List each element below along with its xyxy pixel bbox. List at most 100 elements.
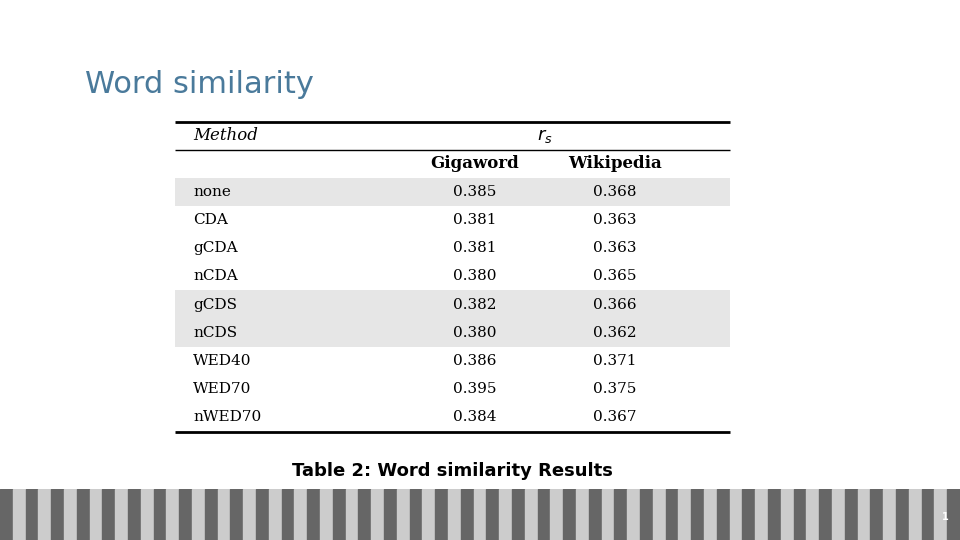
Text: Word similarity: Word similarity (85, 70, 314, 99)
Bar (346, 489, 358, 540)
Bar (12, 489, 26, 540)
Bar (640, 489, 653, 540)
Text: nWED70: nWED70 (193, 410, 261, 424)
Bar (871, 489, 883, 540)
Bar (512, 489, 525, 540)
Bar (691, 489, 704, 540)
Bar (665, 489, 679, 540)
Bar (269, 489, 281, 540)
Bar (794, 489, 806, 540)
Bar (627, 489, 640, 540)
Bar (934, 489, 948, 540)
Text: 1: 1 (942, 512, 948, 522)
Bar (175, 319, 730, 347)
Text: nCDA: nCDA (193, 269, 238, 284)
Bar (525, 489, 538, 540)
Bar (832, 489, 845, 540)
Bar (51, 489, 64, 540)
Bar (358, 489, 372, 540)
Text: Wikipedia: Wikipedia (568, 155, 661, 172)
Text: 0.381: 0.381 (453, 213, 496, 227)
Text: $r_s$: $r_s$ (538, 126, 553, 145)
Bar (602, 489, 614, 540)
Bar (320, 489, 333, 540)
Bar (0, 489, 12, 540)
Bar (948, 489, 960, 540)
Text: 0.366: 0.366 (593, 298, 636, 312)
Text: WED40: WED40 (193, 354, 252, 368)
Bar (730, 489, 742, 540)
Bar (538, 489, 550, 540)
Bar (588, 489, 602, 540)
Text: 0.367: 0.367 (593, 410, 636, 424)
Bar (564, 489, 576, 540)
Text: 0.375: 0.375 (593, 382, 636, 396)
Bar (175, 178, 730, 206)
Bar (461, 489, 473, 540)
Bar (742, 489, 756, 540)
Bar (780, 489, 794, 540)
Bar (768, 489, 780, 540)
Bar (38, 489, 51, 540)
Bar (192, 489, 204, 540)
Bar (281, 489, 295, 540)
Text: 0.384: 0.384 (453, 410, 496, 424)
Text: 0.365: 0.365 (593, 269, 636, 284)
Bar (204, 489, 218, 540)
Text: 0.380: 0.380 (453, 326, 496, 340)
Text: 0.380: 0.380 (453, 269, 496, 284)
Bar (756, 489, 768, 540)
Bar (333, 489, 346, 540)
Bar (550, 489, 564, 540)
Bar (576, 489, 588, 540)
Bar (704, 489, 717, 540)
Text: none: none (193, 185, 230, 199)
Bar (141, 489, 154, 540)
Text: WED70: WED70 (193, 382, 252, 396)
Bar (473, 489, 487, 540)
Bar (410, 489, 422, 540)
Bar (653, 489, 665, 540)
Bar (487, 489, 499, 540)
Bar (909, 489, 922, 540)
Bar (256, 489, 269, 540)
Bar (115, 489, 128, 540)
Text: gCDS: gCDS (193, 298, 237, 312)
Text: Table 2: Word similarity Results: Table 2: Word similarity Results (292, 462, 612, 480)
Bar (154, 489, 166, 540)
Text: 0.363: 0.363 (593, 241, 636, 255)
Bar (243, 489, 256, 540)
Bar (372, 489, 384, 540)
Bar (806, 489, 819, 540)
Text: 0.371: 0.371 (593, 354, 636, 368)
Text: gCDA: gCDA (193, 241, 238, 255)
Bar (175, 291, 730, 319)
Text: 0.368: 0.368 (593, 185, 636, 199)
Text: 0.385: 0.385 (453, 185, 496, 199)
Text: 0.381: 0.381 (453, 241, 496, 255)
Text: nCDS: nCDS (193, 326, 237, 340)
Bar (128, 489, 141, 540)
Bar (218, 489, 230, 540)
Text: 0.382: 0.382 (453, 298, 496, 312)
Text: Method: Method (193, 127, 258, 144)
Bar (896, 489, 909, 540)
Text: 0.395: 0.395 (453, 382, 496, 396)
Bar (717, 489, 730, 540)
Bar (180, 489, 192, 540)
Bar (883, 489, 896, 540)
Text: CDA: CDA (193, 213, 228, 227)
Bar (845, 489, 857, 540)
Text: 0.363: 0.363 (593, 213, 636, 227)
Bar (64, 489, 77, 540)
Bar (499, 489, 512, 540)
Bar (307, 489, 320, 540)
Text: Gigaword: Gigaword (431, 155, 519, 172)
Bar (166, 489, 180, 540)
Bar (77, 489, 89, 540)
Text: 0.362: 0.362 (593, 326, 636, 340)
Bar (819, 489, 832, 540)
Bar (422, 489, 435, 540)
Bar (857, 489, 871, 540)
Bar (614, 489, 627, 540)
